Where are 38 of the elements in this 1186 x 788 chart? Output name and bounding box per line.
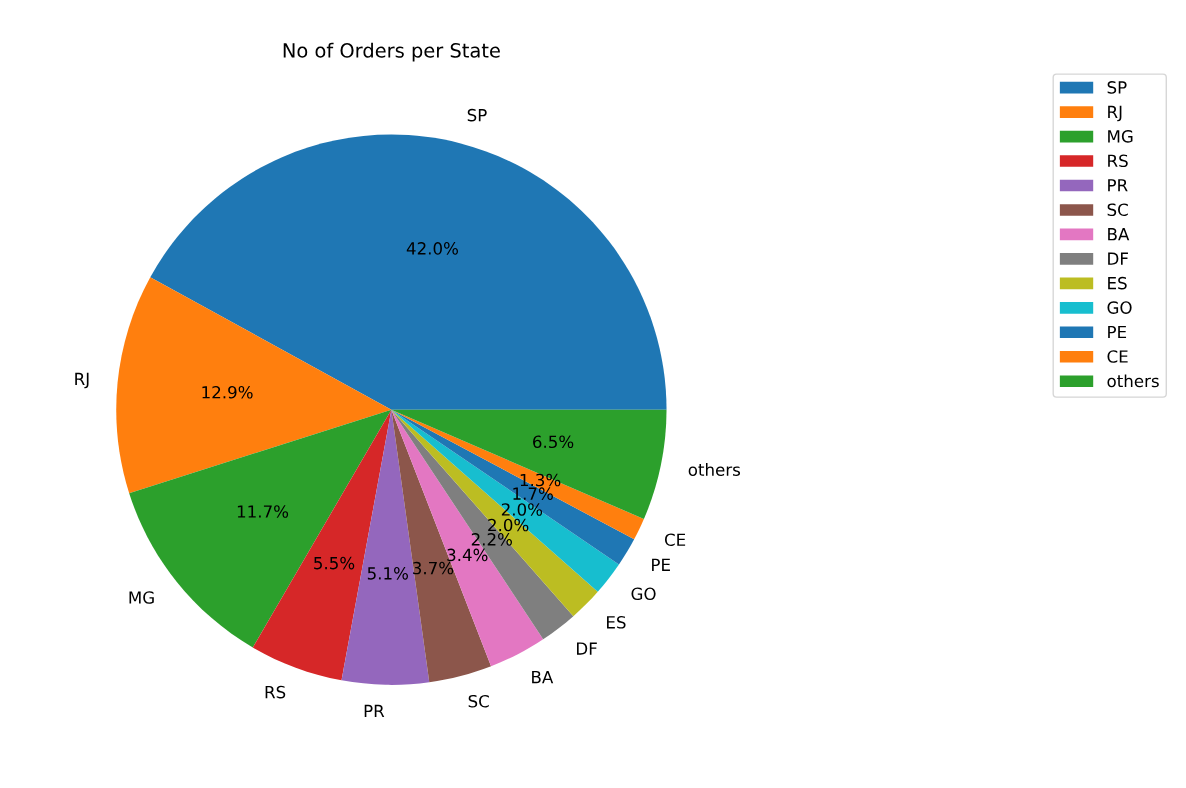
legend-label: RJ (1108, 105, 1122, 122)
slice-label: PE (652, 558, 670, 571)
legend-label: PE (1108, 325, 1127, 339)
pie-slice (391, 409, 667, 520)
data-label: 6.5% (533, 435, 574, 449)
data-label: 5.5% (314, 556, 355, 570)
slice-label: BA (532, 671, 554, 684)
data-label: 1.7% (513, 487, 553, 500)
slice-label: SP (467, 108, 487, 122)
slice-label: SC (468, 694, 489, 708)
pie-slice (116, 277, 392, 494)
slice-label: PR (364, 704, 385, 717)
legend-label: PR (1108, 179, 1128, 192)
legend-label: DF (1108, 252, 1128, 265)
chart-title: No of Orders per State (283, 42, 500, 62)
data-label: 2.0% (501, 503, 543, 516)
legend-label: BA (1108, 228, 1130, 241)
data-label: 3.4% (447, 548, 488, 562)
slice-label: GO (631, 587, 656, 601)
legend-label: SP (1107, 81, 1127, 94)
legend-label: ES (1108, 276, 1127, 290)
legend-label: RS (1108, 154, 1128, 168)
data-label: 12.9% (202, 385, 253, 399)
slice-label: MG (129, 591, 154, 604)
data-label: 42.0% (406, 242, 458, 255)
legend-label: SC (1107, 203, 1128, 217)
legend-label: GO (1107, 301, 1132, 314)
data-label: 5.1% (367, 567, 408, 580)
slice-label: others (688, 463, 741, 476)
slice-label: ES (607, 616, 626, 629)
legend-label: others (1107, 374, 1159, 388)
legend-label: MG (1108, 130, 1133, 143)
legend-label: CE (1107, 350, 1128, 363)
slice-label: CE (664, 533, 686, 547)
slice-label: RS (265, 685, 286, 699)
slice-label: DF (577, 642, 597, 655)
data-label: 11.7% (237, 505, 289, 518)
slice-label: RJ (75, 372, 89, 389)
